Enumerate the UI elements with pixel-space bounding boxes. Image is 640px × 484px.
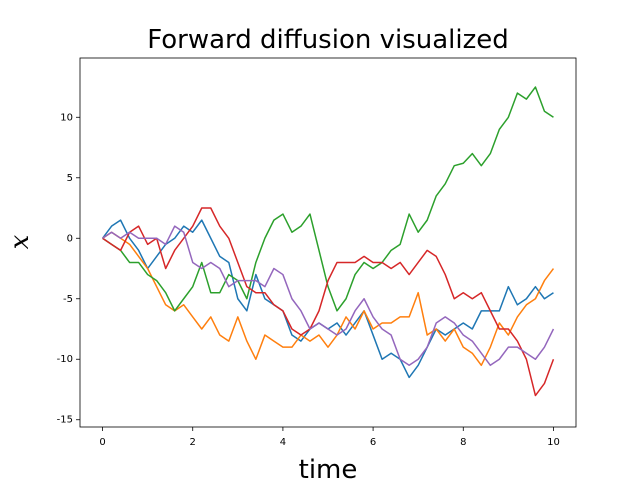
chart-title: Forward diffusion visualized xyxy=(147,25,509,55)
line-series xyxy=(102,207,555,397)
x-tick-label: 6 xyxy=(370,437,376,448)
y-tick-label: 5 xyxy=(67,173,73,184)
line-series xyxy=(102,225,555,367)
x-tick-label: 4 xyxy=(280,437,286,448)
y-tick-label: 10 xyxy=(60,112,73,123)
y-tick-label: 0 xyxy=(67,233,73,244)
x-axis-label: time xyxy=(299,455,358,480)
axes-frame xyxy=(79,57,577,428)
y-axis-label: x xyxy=(5,234,35,249)
y-tick-label: -5 xyxy=(63,294,73,305)
x-tick-label: 8 xyxy=(460,437,466,448)
x-tick-label: 0 xyxy=(99,437,105,448)
y-tick-label: -10 xyxy=(57,354,73,365)
line-series xyxy=(102,86,554,312)
plot-area xyxy=(101,86,555,397)
line-series xyxy=(102,231,555,367)
x-tick-label: 2 xyxy=(190,437,196,448)
x-tick-label: 10 xyxy=(547,437,560,448)
y-tick-label: -15 xyxy=(57,415,73,426)
